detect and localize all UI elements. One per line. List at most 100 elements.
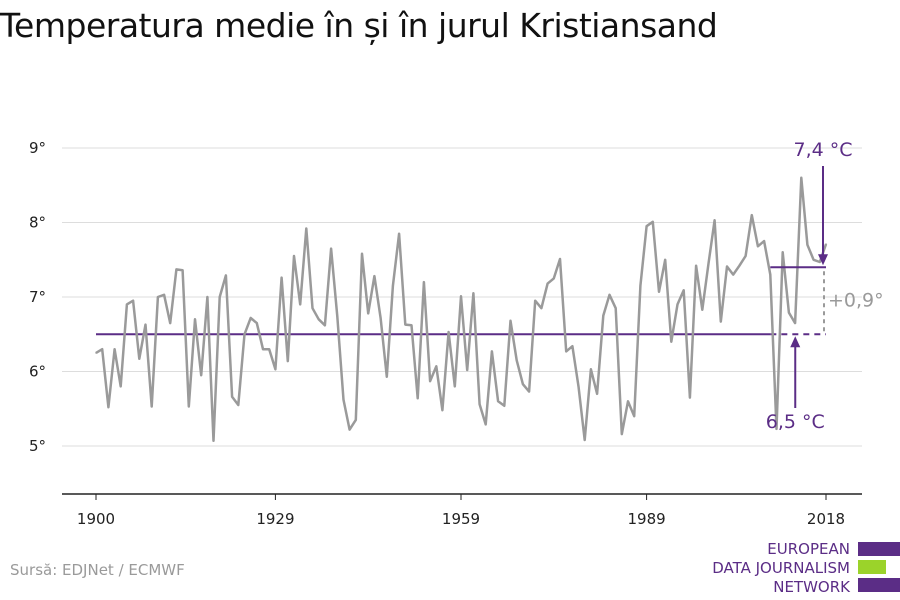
x-tick-label: 1959 [442,510,480,528]
data-point [806,244,809,246]
data-point [243,333,246,336]
data-point [447,331,450,333]
data-point [738,264,741,267]
data-point [546,282,549,285]
data-point [144,323,147,326]
data-point [317,318,320,321]
data-point [639,285,642,287]
data-point [342,399,345,401]
annotations: 6,5 °C 7,4 °C +0,9° [766,139,884,433]
data-point [150,405,153,408]
data-point [651,220,654,223]
data-point [138,358,141,360]
data-point [460,295,462,298]
data-point [311,307,314,309]
data-point [336,315,339,318]
data-point [658,290,660,293]
x-tick-label: 1900 [77,510,115,528]
data-point [256,322,258,324]
data-point [732,273,735,276]
data-point [812,258,815,261]
data-point [689,396,691,399]
data-point [132,299,134,302]
logo-line-3: NETWORK [773,578,850,596]
data-point [763,240,765,242]
data-point [225,274,227,277]
y-tick-label: 7° [29,288,46,306]
data-point [101,348,103,350]
edjnet-logo[interactable]: EUROPEAN DATA JOURNALISM NETWORK [690,540,900,596]
data-point [107,406,110,409]
data-point [206,296,209,298]
data-point [169,322,172,324]
baseline-value-label: 6,5 °C [766,411,825,433]
data-point [559,258,561,260]
data-point [200,374,202,377]
data-point [540,307,543,309]
data-point [757,245,759,248]
data-point [670,340,673,343]
temperature-series-line [95,176,828,443]
data-point [392,285,394,287]
data-point [590,368,592,371]
data-point [268,348,271,350]
y-tick-label: 9° [29,139,46,157]
data-point [410,324,413,327]
data-point [794,322,796,324]
data-point [534,299,537,302]
data-point [577,385,580,388]
recent-arrow-head [818,254,828,266]
data-point [695,264,697,267]
data-point [614,307,617,309]
data-point [423,281,425,283]
chart-title: Temperatura medie în și în jurul Kristia… [0,6,718,45]
data-point [583,439,586,441]
data-point [645,225,648,228]
series-group [95,176,828,443]
y-axis-ticks: 5° 6° 7° 8° 9° [29,139,46,455]
data-point [664,258,666,261]
data-point [324,324,326,327]
data-point [744,255,747,257]
data-point [194,318,196,321]
baseline-arrow-head [790,336,801,348]
data-point [212,439,215,442]
data-point [157,296,159,298]
logo-bar-purple-top [858,542,900,556]
data-point [608,293,611,296]
data-point [565,350,567,353]
data-point [528,390,530,393]
data-point [769,273,772,276]
data-point [163,293,165,296]
data-point [707,262,710,265]
recent-value-label: 7,4 °C [793,139,852,161]
data-point [330,247,332,250]
data-point [503,404,506,407]
data-point [348,428,351,431]
data-point [367,312,370,315]
x-tick-label: 1989 [627,510,665,528]
data-point [286,360,289,362]
source-note: Sursă: EDJNet / ECMWF [10,561,185,579]
data-point [95,352,97,354]
data-point [713,219,716,222]
x-axis: 1900 1929 1959 1989 2018 [62,493,862,528]
data-point [126,303,128,306]
data-point [825,243,827,245]
y-tick-label: 8° [29,214,46,232]
data-point [484,423,487,426]
data-point [373,275,376,277]
data-point [701,308,704,311]
data-point [509,320,512,322]
logo-text: EUROPEAN DATA JOURNALISM NETWORK [712,540,850,597]
data-point [237,404,240,406]
data-point [781,251,784,254]
data-point [119,385,122,388]
data-point [602,314,605,317]
data-point [218,296,221,298]
data-point [515,359,518,362]
data-point [175,268,178,271]
data-point [231,396,233,398]
data-point [361,252,363,255]
